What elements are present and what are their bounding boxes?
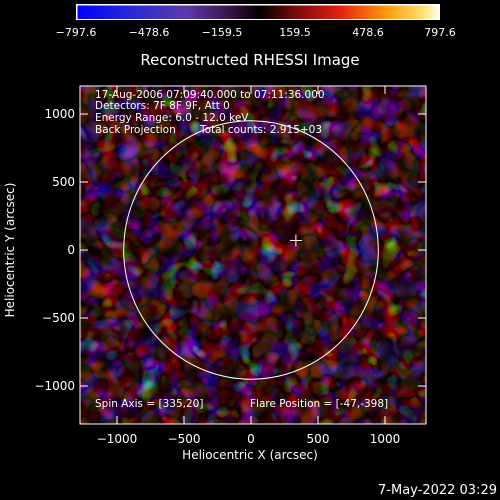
- x-tick-label: 1000: [369, 432, 401, 446]
- y-tick-label: −500: [42, 311, 75, 325]
- annotation-flare-position: Flare Position = [-47,-398]: [250, 398, 389, 410]
- y-tick-label: 0: [67, 243, 75, 257]
- x-tick-label: −1000: [96, 432, 138, 446]
- annotation-detectors: Detectors: 7F 8F 9F, Att 0: [95, 100, 230, 112]
- y-axis-label: Heliocentric Y (arcsec): [3, 182, 17, 318]
- colorbar-tick: 159.5: [279, 26, 311, 39]
- colorbar-tick: −478.6: [128, 26, 170, 39]
- colorbar-tick: 797.6: [424, 26, 456, 39]
- date-stamp: 7-May-2022 03:29: [378, 483, 497, 498]
- annotation-time-range: 17-Aug-2006 07:09:40.000 to 07:11:36.000: [95, 89, 325, 101]
- annotation-total-counts: Total counts: 2.915+03: [200, 124, 323, 136]
- x-tick-label: 0: [247, 432, 255, 446]
- x-axis-label: Heliocentric X (arcsec): [182, 448, 318, 462]
- x-axis-ticks: [116, 86, 386, 424]
- y-tick-label: 500: [52, 175, 75, 189]
- colorbar-tick: −159.5: [201, 26, 243, 39]
- x-tick-label: 500: [306, 432, 330, 446]
- x-tick-label: −500: [167, 432, 201, 446]
- y-tick-label: −1000: [34, 379, 75, 393]
- colorbar: [76, 4, 440, 20]
- colorbar-tick: 478.6: [352, 26, 384, 39]
- y-tick-label: 1000: [44, 107, 75, 121]
- colorbar-tick: −797.6: [55, 26, 97, 39]
- chart-title: Reconstructed RHESSI Image: [140, 51, 360, 69]
- annotation-method: Back Projection: [95, 124, 176, 136]
- annotation-spin-axis: Spin Axis = [335,20]: [95, 398, 204, 410]
- plot-frame: [79, 85, 427, 425]
- heatmap-image: [80, 86, 426, 424]
- solar-limb-circle: [123, 120, 379, 380]
- annotation-energy-range: Energy Range: 6.0 - 12.0 keV: [95, 112, 249, 124]
- y-axis-ticks: [80, 113, 426, 387]
